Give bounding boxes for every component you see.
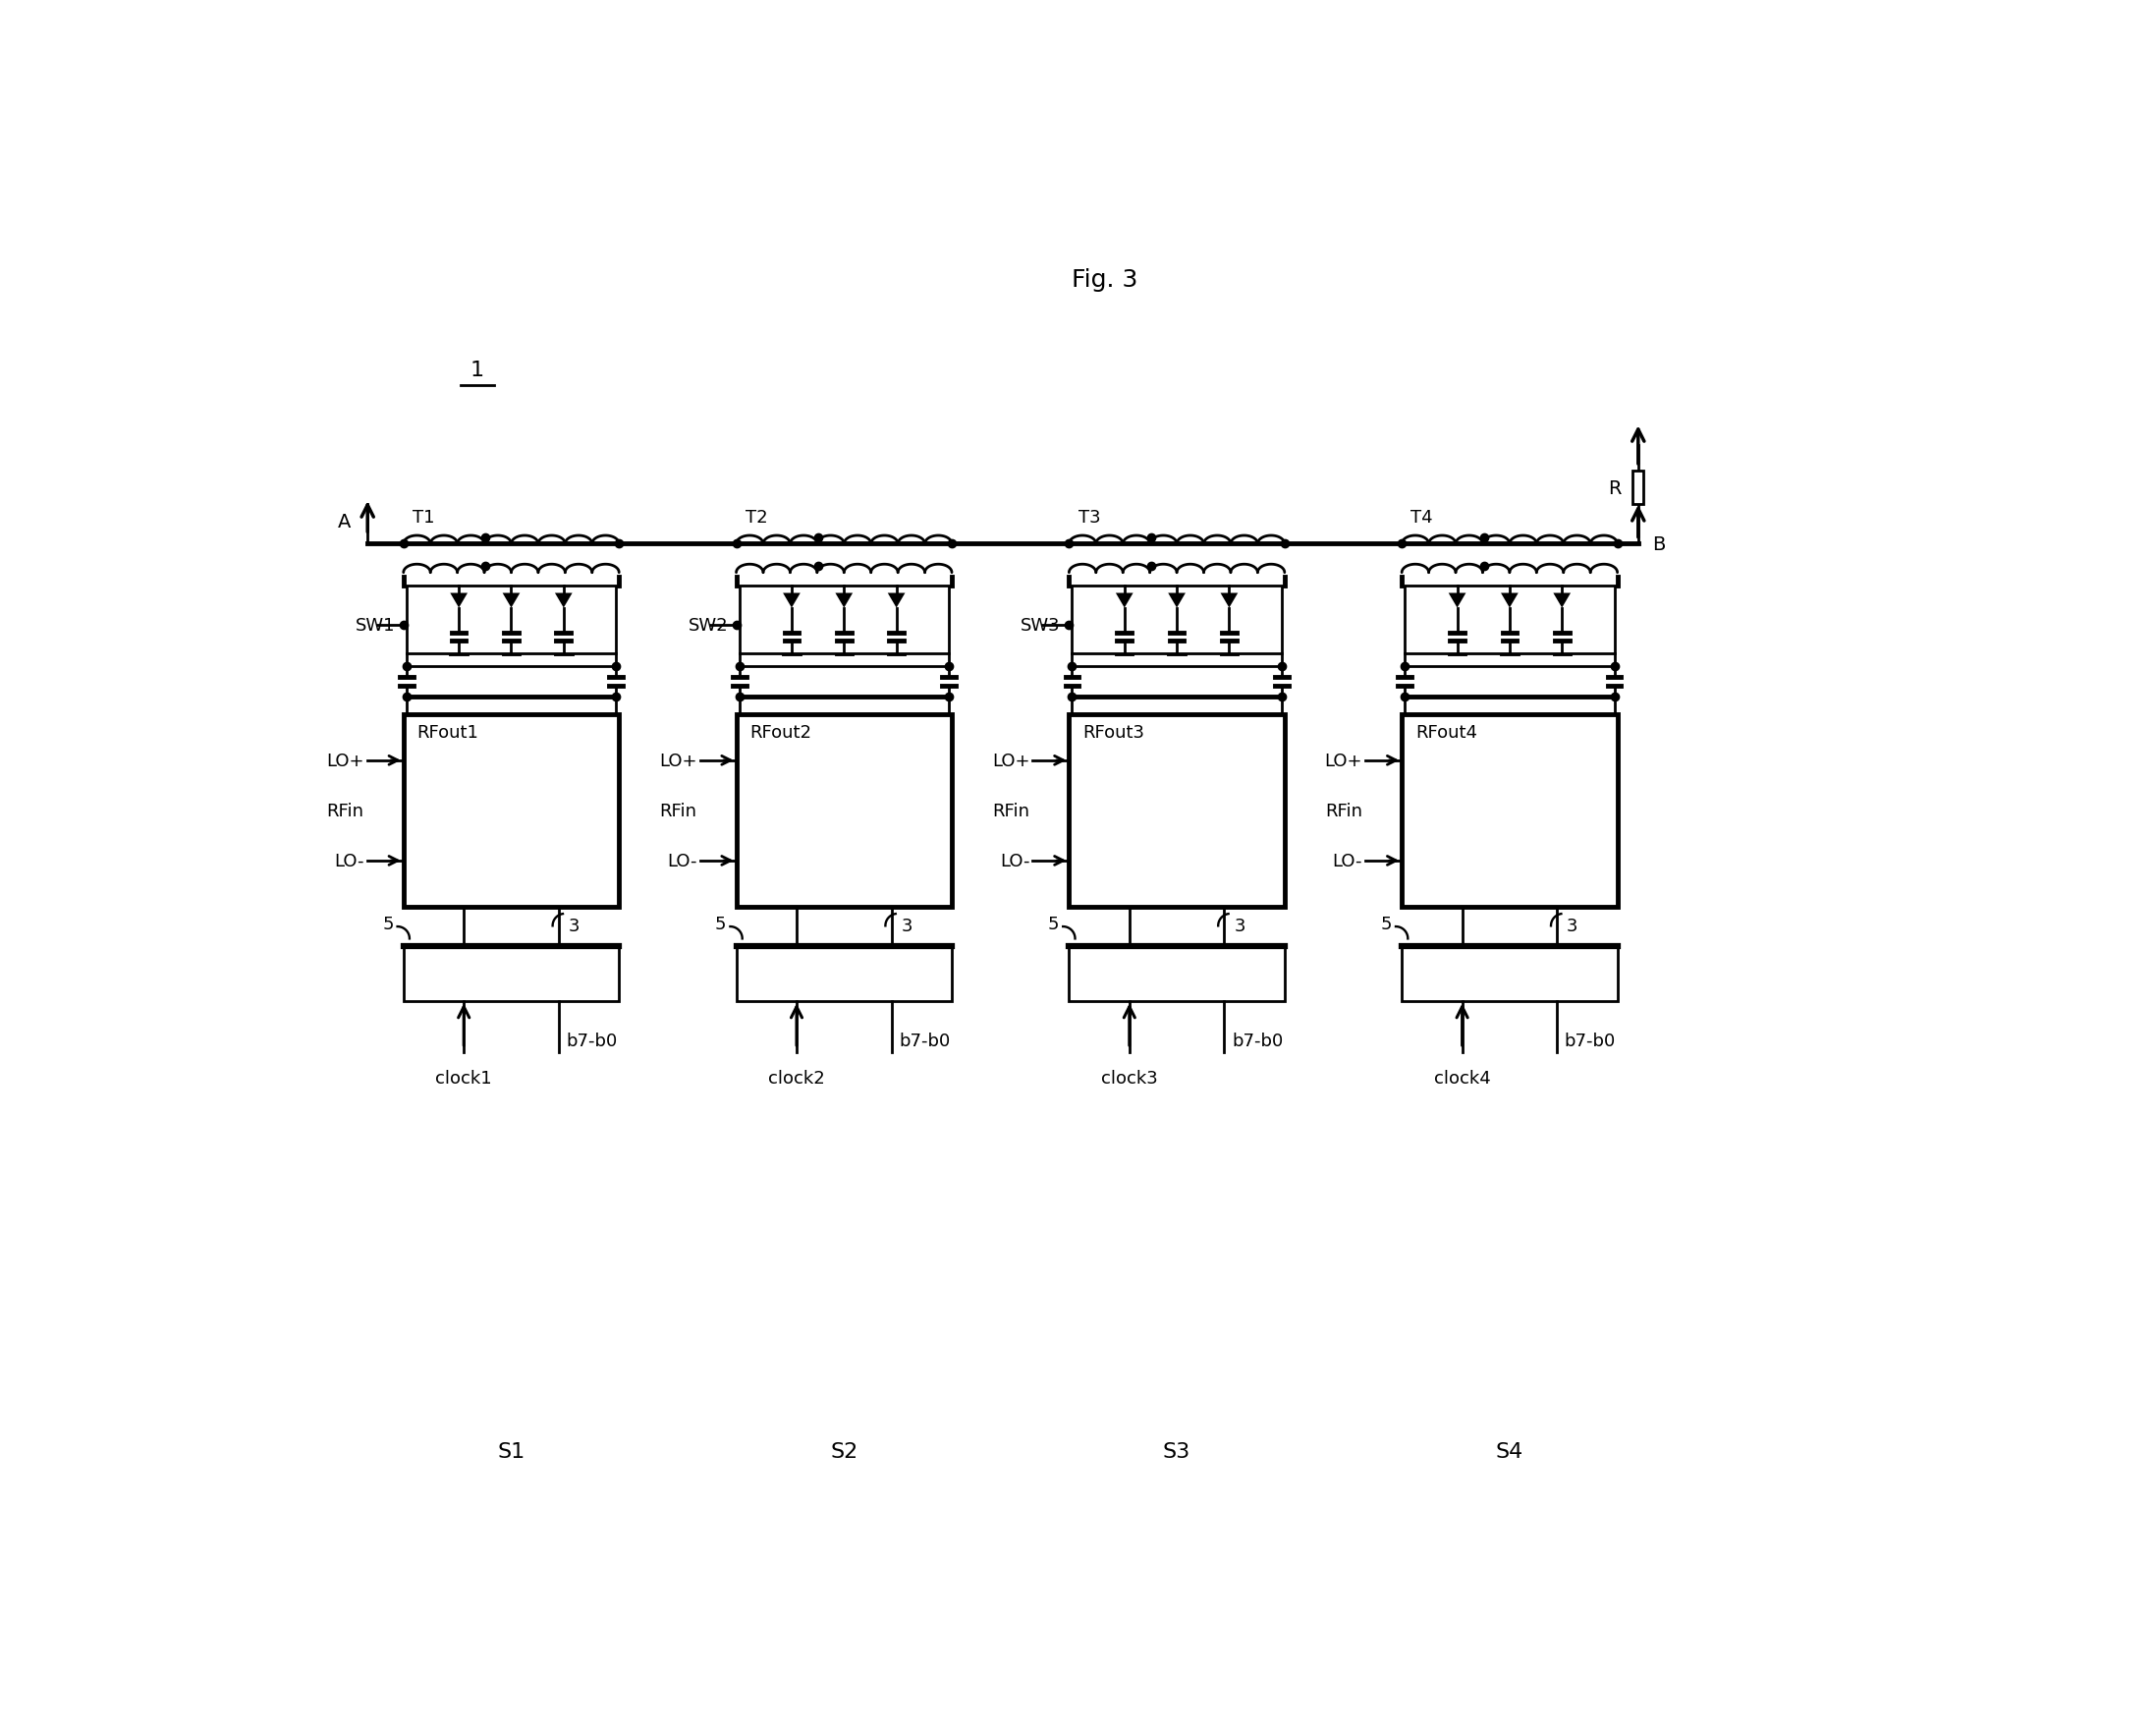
Text: SW2: SW2 xyxy=(688,617,729,634)
Text: b7-b0: b7-b0 xyxy=(1231,1033,1283,1050)
Bar xyxy=(403,946,619,1002)
Polygon shape xyxy=(1449,593,1466,608)
Text: clock1: clock1 xyxy=(436,1069,492,1087)
Text: RFout3: RFout3 xyxy=(1082,724,1145,742)
Polygon shape xyxy=(1552,593,1572,608)
Text: b7-b0: b7-b0 xyxy=(567,1033,617,1050)
Text: LO+: LO+ xyxy=(326,752,364,769)
Bar xyxy=(1069,714,1285,908)
Text: LO+: LO+ xyxy=(1324,752,1363,769)
Text: LO+: LO+ xyxy=(660,752,696,769)
Bar xyxy=(403,714,619,908)
Polygon shape xyxy=(888,593,906,608)
Text: LO-: LO- xyxy=(666,853,696,870)
Text: R: R xyxy=(1608,478,1621,497)
Polygon shape xyxy=(1220,593,1238,608)
Text: clock3: clock3 xyxy=(1102,1069,1158,1087)
Text: 3: 3 xyxy=(1233,917,1246,936)
Text: Fig. 3: Fig. 3 xyxy=(1072,269,1138,291)
Text: SW3: SW3 xyxy=(1020,617,1061,634)
Text: 3: 3 xyxy=(569,917,580,936)
Text: RFin: RFin xyxy=(1326,802,1363,820)
Bar xyxy=(1401,946,1617,1002)
Polygon shape xyxy=(834,593,854,608)
Text: S4: S4 xyxy=(1496,1442,1524,1461)
Text: b7-b0: b7-b0 xyxy=(899,1033,951,1050)
Text: B: B xyxy=(1651,535,1664,555)
Text: RFout1: RFout1 xyxy=(416,724,479,742)
Text: 3: 3 xyxy=(1567,917,1578,936)
Bar xyxy=(1632,471,1643,504)
Polygon shape xyxy=(1501,593,1518,608)
Polygon shape xyxy=(451,593,468,608)
Bar xyxy=(735,714,951,908)
Text: 5: 5 xyxy=(716,915,727,932)
Text: SW1: SW1 xyxy=(356,617,395,634)
Bar xyxy=(1401,714,1617,908)
Text: T2: T2 xyxy=(746,508,768,527)
Text: S1: S1 xyxy=(498,1442,526,1461)
Text: LO-: LO- xyxy=(1332,853,1363,870)
Text: RFout2: RFout2 xyxy=(750,724,813,742)
Polygon shape xyxy=(502,593,520,608)
Polygon shape xyxy=(1115,593,1134,608)
Text: 3: 3 xyxy=(901,917,912,936)
Text: RFout4: RFout4 xyxy=(1416,724,1477,742)
Text: 5: 5 xyxy=(382,915,395,932)
Text: RFin: RFin xyxy=(992,802,1031,820)
Text: T3: T3 xyxy=(1078,508,1100,527)
Polygon shape xyxy=(554,593,571,608)
Text: A: A xyxy=(338,513,351,530)
Text: LO+: LO+ xyxy=(992,752,1031,769)
Text: LO-: LO- xyxy=(334,853,364,870)
Text: 5: 5 xyxy=(1380,915,1393,932)
Text: LO-: LO- xyxy=(1000,853,1031,870)
Text: S2: S2 xyxy=(830,1442,858,1461)
Bar xyxy=(407,586,617,653)
Text: 5: 5 xyxy=(1048,915,1059,932)
Bar xyxy=(740,586,949,653)
Text: clock2: clock2 xyxy=(768,1069,826,1087)
Text: clock4: clock4 xyxy=(1434,1069,1490,1087)
Bar xyxy=(1069,946,1285,1002)
Text: RFin: RFin xyxy=(660,802,696,820)
Polygon shape xyxy=(1169,593,1186,608)
Bar xyxy=(1406,586,1615,653)
Text: 1: 1 xyxy=(470,360,485,380)
Text: b7-b0: b7-b0 xyxy=(1565,1033,1615,1050)
Text: S3: S3 xyxy=(1162,1442,1190,1461)
Bar xyxy=(1072,586,1281,653)
Text: T4: T4 xyxy=(1410,508,1434,527)
Text: RFin: RFin xyxy=(328,802,364,820)
Polygon shape xyxy=(783,593,800,608)
Text: T1: T1 xyxy=(412,508,436,527)
Bar xyxy=(735,946,951,1002)
